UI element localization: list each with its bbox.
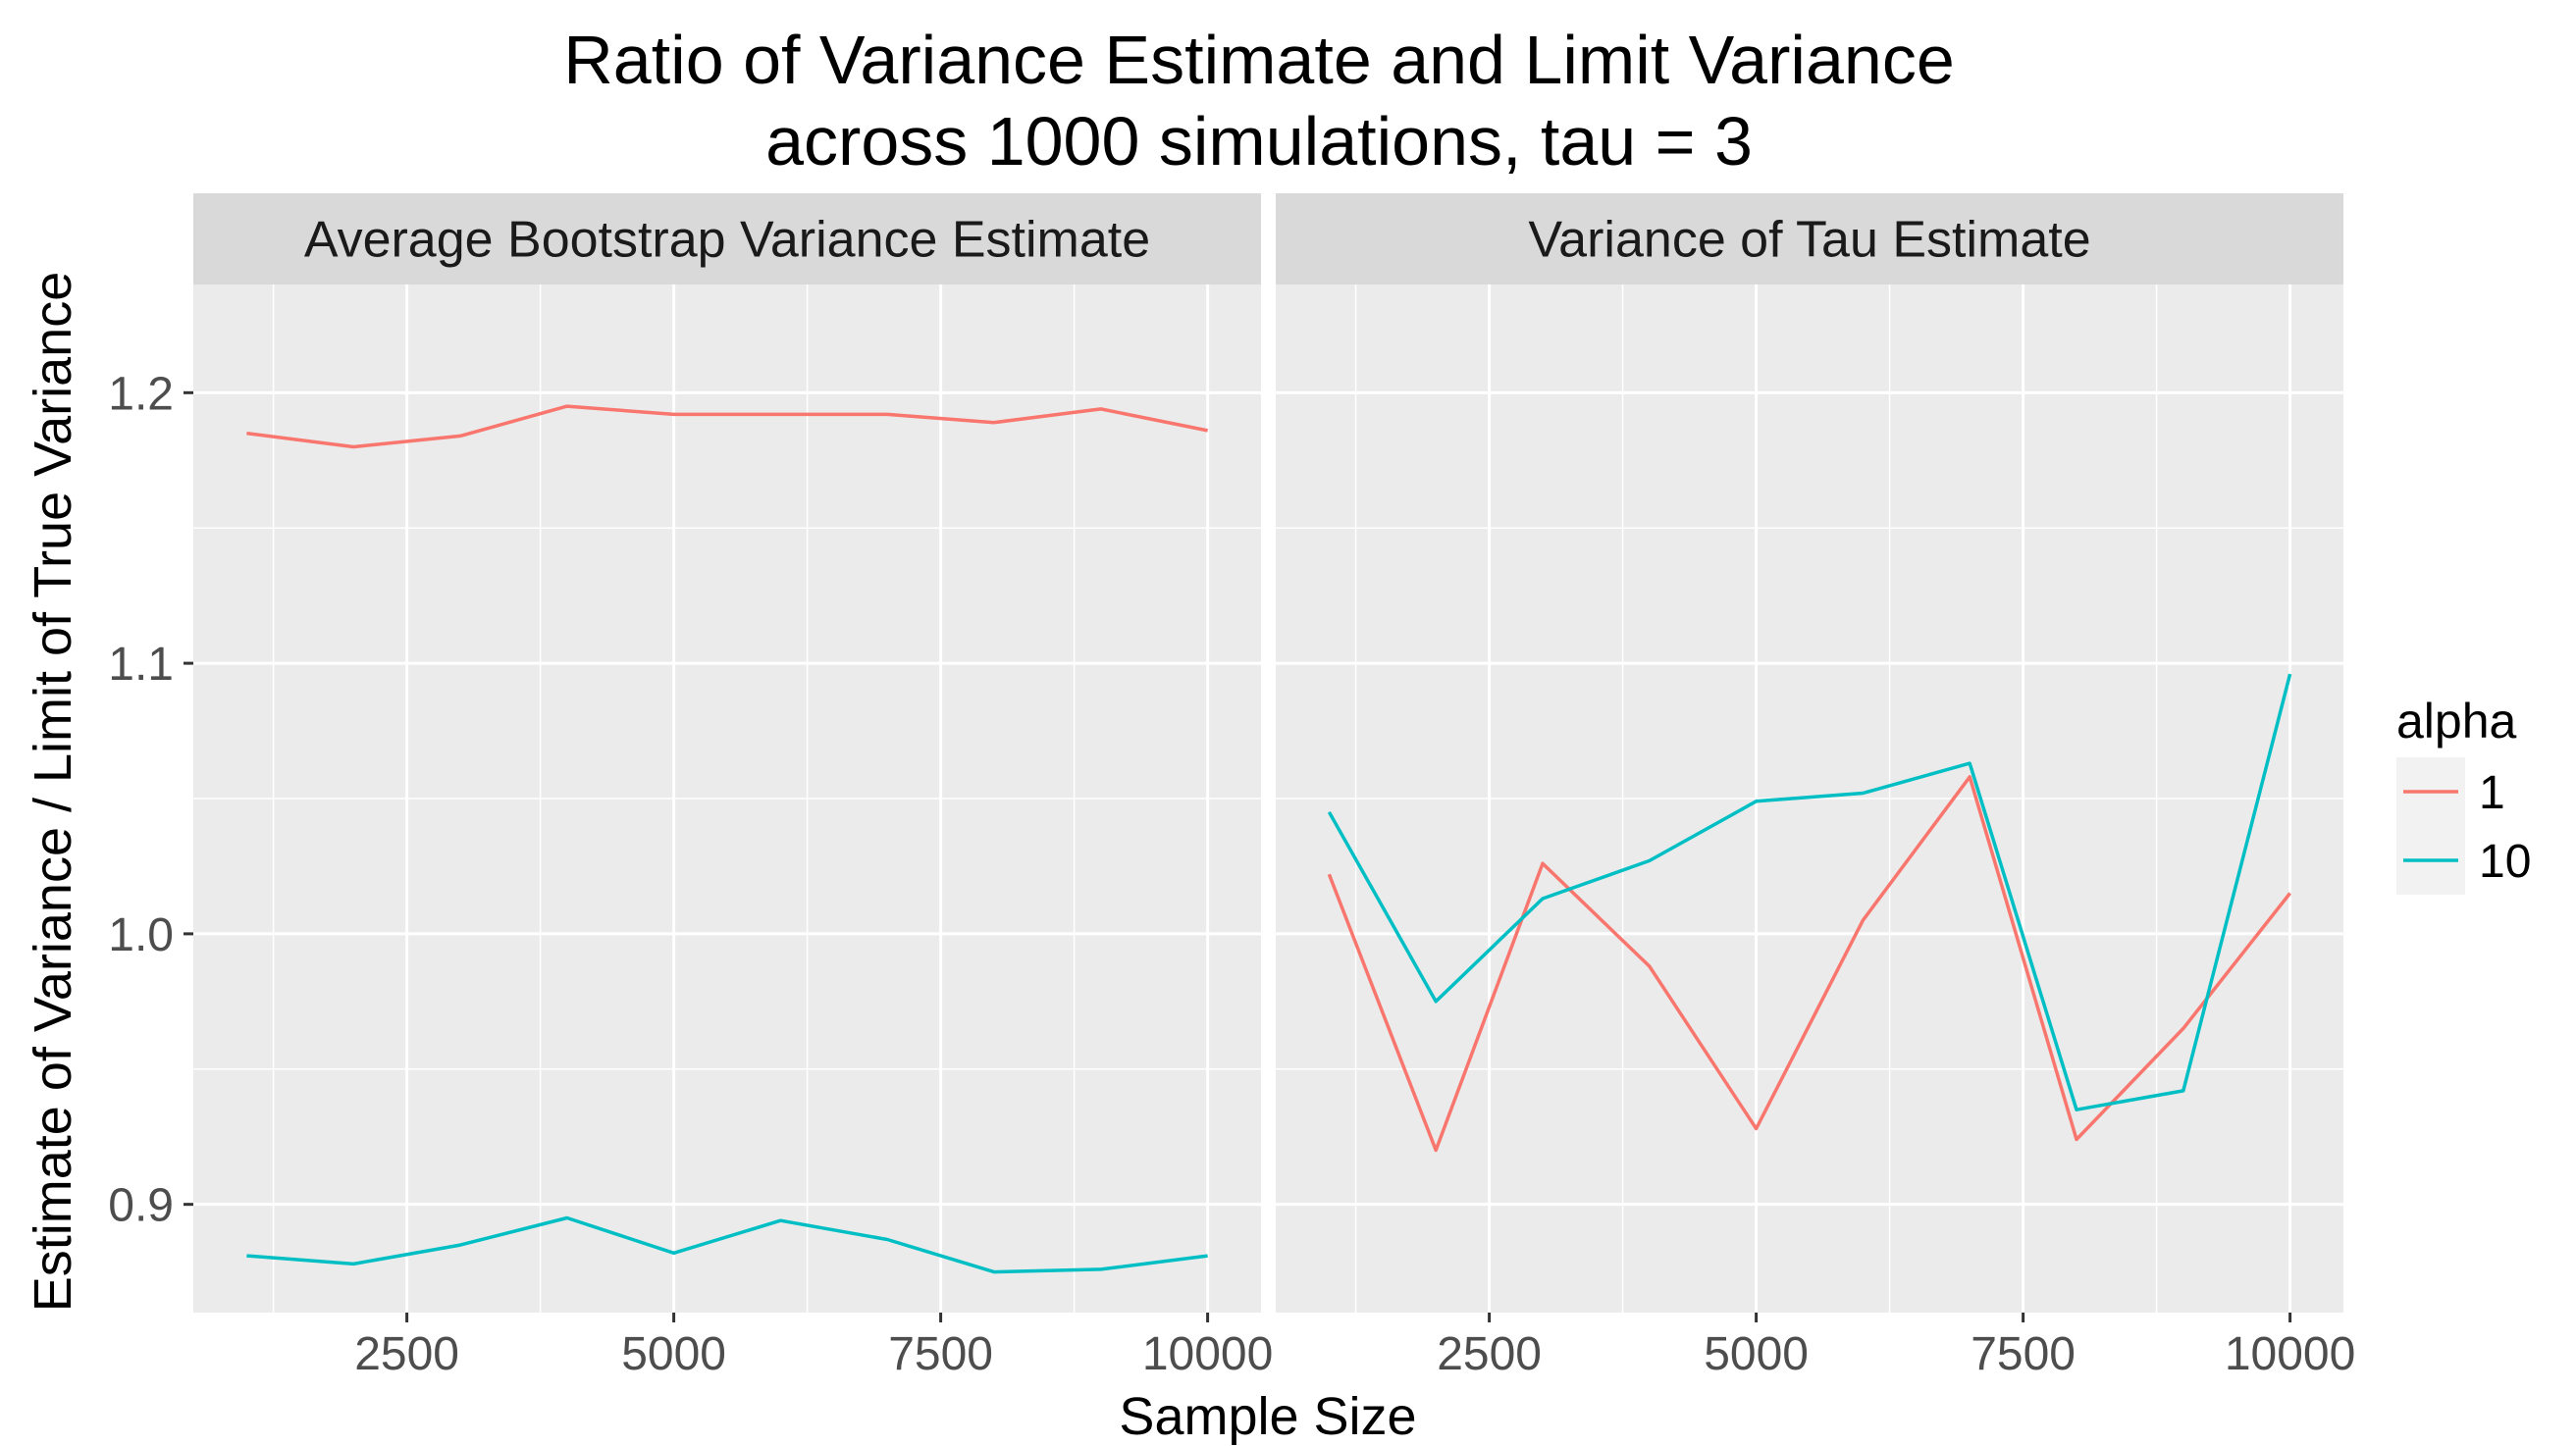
x-axis-title: Sample Size <box>1119 1387 1416 1446</box>
series-line-alpha-10 <box>246 1215 1208 1274</box>
y-tick-label: 1.1 <box>108 639 174 691</box>
series-line-alpha-1 <box>246 404 1208 449</box>
y-tick-label: 0.9 <box>108 1180 174 1232</box>
x-tick-label: 7500 <box>1971 1328 2076 1380</box>
legend-title: alpha <box>2396 694 2517 749</box>
x-tick-label: 10000 <box>2225 1328 2355 1380</box>
x-tick-label: 10000 <box>1142 1328 1273 1380</box>
series-line-alpha-1 <box>1327 775 2291 1153</box>
facet-strip-label: Average Bootstrap Variance Estimate <box>304 212 1150 269</box>
facet-strip <box>193 193 1261 284</box>
series-line-alpha-10 <box>1327 673 2292 1111</box>
y-tick-label: 1.2 <box>108 368 174 420</box>
facet-strip <box>1276 193 2343 284</box>
legend-label-alpha-1: 1 <box>2479 767 2505 819</box>
x-tick-label: 2500 <box>1437 1328 1542 1380</box>
x-tick-label: 5000 <box>621 1328 726 1380</box>
x-tick-label: 5000 <box>1704 1328 1809 1380</box>
chart-title-line1: Ratio of Variance Estimate and Limit Var… <box>563 22 1955 98</box>
x-tick-label: 2500 <box>354 1328 459 1380</box>
y-axis-title: Estimate of Variance / Limit of True Var… <box>24 272 82 1312</box>
x-tick-label: 7500 <box>888 1328 993 1380</box>
y-tick-label: 1.0 <box>108 909 174 961</box>
chart-title-line2: across 1000 simulations, tau = 3 <box>765 103 1753 180</box>
legend-label-alpha-10: 10 <box>2479 836 2531 888</box>
legend: alpha 1 10 <box>2396 694 2531 895</box>
facet-panel-bootstrap: Average Bootstrap Variance Estimate 2500 5… <box>108 193 1273 1380</box>
facet-strip-label: Variance of Tau Estimate <box>1528 212 2090 269</box>
facet-panel-tau: Variance of Tau Estimate 2500 5000 7500 1000… <box>1276 193 2355 1380</box>
